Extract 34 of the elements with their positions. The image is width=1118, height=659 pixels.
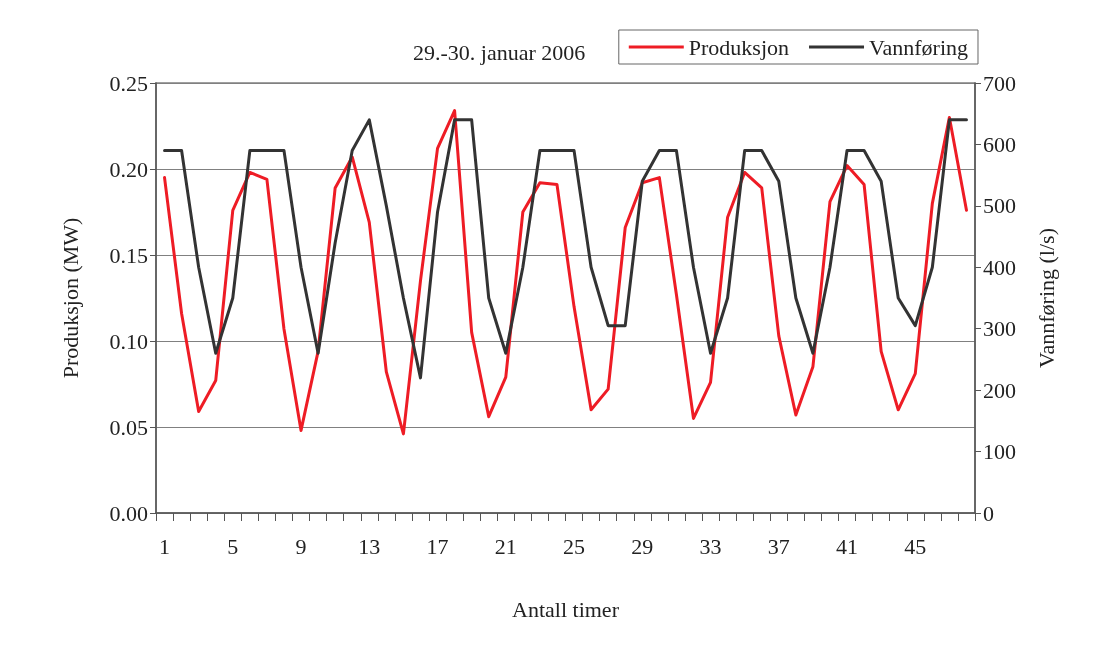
x-tick-label: 33	[699, 533, 722, 559]
x-tick-label: 17	[426, 533, 449, 559]
y2-tick-label: 0	[983, 500, 994, 526]
y2-tick-label: 200	[983, 377, 1016, 403]
x-tick-label: 29	[631, 533, 654, 559]
line-series	[163, 109, 968, 436]
legend-label: Vannføring	[869, 34, 969, 60]
x-tick-label: 37	[767, 533, 790, 559]
y-tick-label: 0.20	[109, 156, 148, 182]
x-tick-label: 5	[227, 533, 239, 559]
y2-tick-label: 600	[983, 131, 1016, 157]
y-tick-label: 0.05	[109, 414, 148, 440]
y2-tick-label: 700	[983, 70, 1016, 96]
y2-tick-label: 400	[983, 254, 1016, 280]
y-tick-label: 0.25	[109, 70, 148, 96]
x-tick-label: 13	[358, 533, 381, 559]
y-tick-label: 0.00	[109, 500, 148, 526]
y2-tick-label: 500	[983, 193, 1016, 219]
x-tick-label: 25	[563, 533, 586, 559]
chart-title: 29.-30. januar 2006	[413, 39, 586, 65]
x-tick-label: 21	[494, 533, 517, 559]
y-tick-label: 0.10	[109, 328, 148, 354]
y2-axis-title: Vannføring (l/s)	[1033, 228, 1059, 368]
x-axis-title: Antall timer	[512, 596, 620, 622]
y2-tick-label: 300	[983, 316, 1016, 342]
y-tick-label: 0.15	[109, 242, 148, 268]
x-tick-label: 1	[159, 533, 171, 559]
legend-label: Produksjon	[688, 34, 790, 60]
x-tick-label: 9	[295, 533, 307, 559]
y-axis-title: Produksjon (MW)	[57, 217, 83, 379]
x-tick-label: 41	[836, 533, 859, 559]
line-series	[163, 118, 968, 380]
y2-tick-label: 100	[983, 439, 1016, 465]
x-tick-label: 45	[904, 533, 927, 559]
